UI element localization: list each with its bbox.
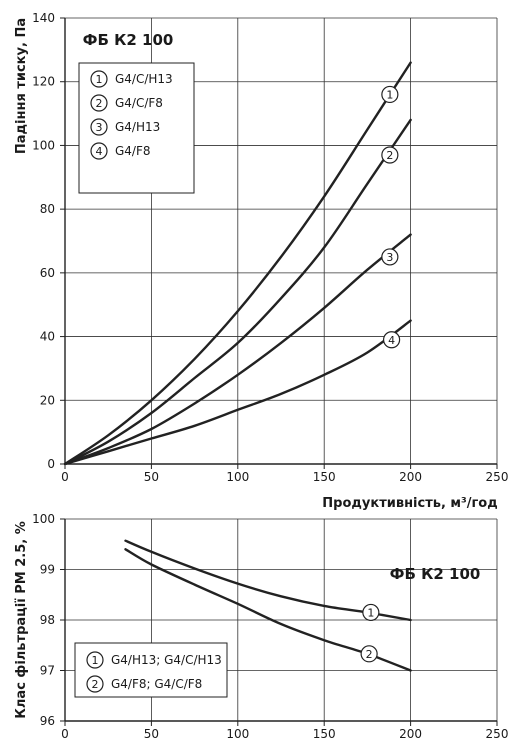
series-marker-label: 2 [386, 149, 393, 162]
series-marker-circle [360, 645, 378, 663]
x-axis-title: Продуктивність, м³/год [322, 496, 497, 511]
x-tick-label: 0 [61, 727, 69, 741]
legend-marker-label: 4 [96, 145, 103, 158]
series-marker-label: 4 [388, 334, 395, 347]
y-tick-label: 120 [32, 75, 55, 89]
x-tick-label: 0 [61, 470, 69, 484]
y-tick-label: 80 [40, 202, 55, 216]
legend-entry-label: G4/C/H13 [115, 72, 173, 86]
y-tick-label: 100 [32, 138, 55, 152]
legend-entry-label: G4/F8; G4/C/F8 [111, 677, 202, 691]
y-tick-label: 60 [40, 266, 55, 280]
legend-entry-label: G4/C/F8 [115, 96, 163, 110]
x-tick-label: 200 [399, 727, 422, 741]
x-tick-label: 100 [226, 470, 249, 484]
series-marker-circle [381, 248, 399, 266]
x-tick-label: 150 [313, 470, 336, 484]
x-tick-label: 200 [399, 470, 422, 484]
chart-panel-1: 0 50 100 150 200 250 0 20 40 60 80 100 120 140 ФБ К2 1… [14, 11, 508, 511]
series-marker-circle [381, 85, 399, 104]
x-tick-label: 50 [144, 470, 159, 484]
x-tick-label: 50 [144, 727, 159, 741]
y-tick-label: 40 [40, 330, 55, 344]
series-marker-circle [381, 146, 399, 164]
series-line-3 [63, 233, 412, 466]
legend-marker-label: 2 [96, 97, 103, 110]
series-marker-circle [362, 603, 380, 622]
series-line-2 [63, 118, 412, 466]
series-line-1 [63, 61, 412, 466]
y-axis-title: Падіння тиску, Па [14, 18, 29, 154]
chart-title: ФБ К2 100 [83, 31, 174, 49]
x-tick-label: 100 [226, 727, 249, 741]
legend-marker-circle [90, 94, 108, 112]
y-tick-label: 96 [40, 714, 55, 728]
y-tick-label: 20 [40, 393, 55, 407]
legend-marker-circle [86, 651, 104, 669]
legend-entry-label: G4/H13 [115, 120, 160, 134]
series-line-4 [63, 319, 412, 466]
legend-entry-label: G4/H13; G4/C/H13 [111, 653, 222, 667]
series-marker-circle [382, 331, 401, 349]
y-tick-label: 99 [40, 563, 55, 577]
legend-marker-label: 1 [96, 73, 103, 86]
y-tick-label: 100 [32, 512, 55, 526]
legend-marker-circle [90, 70, 108, 88]
y-tick-label: 98 [40, 613, 55, 627]
legend-marker-label: 1 [92, 654, 99, 667]
series-marker-label: 3 [386, 251, 393, 264]
chart-title: ФБ К2 100 [390, 565, 481, 583]
legend-marker-label: 3 [96, 121, 103, 134]
x-tick-label: 250 [486, 470, 509, 484]
x-tick-label: 250 [486, 727, 509, 741]
legend-entry-label: G4/F8 [115, 144, 151, 158]
series-marker-label: 1 [386, 88, 393, 101]
series-marker-label: 2 [366, 648, 373, 661]
legend-marker-circle [86, 675, 104, 693]
legend-marker-label: 2 [92, 678, 99, 691]
chart-panel-2: 0 50 100 150 200 250 96 97 98 99 100 ФБ К2 100 Клас … [14, 512, 508, 741]
y-tick-label: 140 [32, 11, 55, 25]
y-axis-title: Клас фільтрації PM 2.5, % [14, 521, 29, 718]
series-marker-label: 1 [367, 606, 374, 619]
y-tick-label: 97 [40, 664, 55, 678]
legend-marker-circle [90, 118, 108, 136]
legend-marker-circle [90, 142, 108, 160]
x-tick-label: 150 [313, 727, 336, 741]
y-tick-label: 0 [47, 457, 55, 471]
